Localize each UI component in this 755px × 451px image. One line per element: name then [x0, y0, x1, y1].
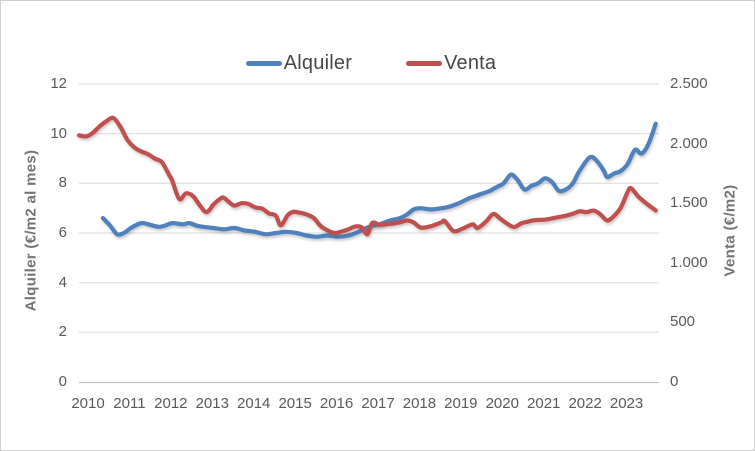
y-right-tick-label: 2.500 — [670, 75, 708, 92]
legend-label-venta: Venta — [444, 51, 497, 74]
chart-legend: Alquiler Venta — [1, 47, 741, 79]
x-tick-label: 2010 — [71, 395, 105, 412]
legend-item-venta: Venta — [406, 52, 496, 75]
y-right-tick-label: 0 — [670, 373, 679, 390]
x-tick-label: 2018 — [402, 395, 437, 412]
legend-item-alquiler: Alquiler — [245, 51, 353, 75]
y-left-tick-label: 10 — [50, 124, 67, 142]
x-tick-label: 2013 — [195, 395, 229, 412]
x-tick-label: 2021 — [527, 395, 561, 412]
x-tick-label: 2011 — [113, 395, 146, 412]
series-line-alquiler — [100, 121, 658, 239]
x-tick-label: 2016 — [319, 395, 354, 412]
y-left-tick-label: 0 — [58, 373, 67, 390]
legend-line-swatch-alquiler — [245, 60, 282, 66]
y-right-tick-label: 2.000 — [670, 134, 708, 152]
y-right-axis-title: Venta (€/m2) — [721, 184, 739, 277]
x-tick-label: 2019 — [444, 395, 478, 412]
x-tick-label: 2020 — [485, 395, 519, 412]
y-left-tick-label: 2 — [58, 323, 67, 341]
x-tick-label: 2022 — [568, 395, 602, 412]
y-right-tick-label: 1.000 — [670, 253, 708, 271]
x-tick-label: 2015 — [278, 395, 312, 412]
y-left-tick-label: 4 — [58, 273, 67, 291]
y-left-tick-label: 6 — [58, 224, 67, 241]
legend-line-swatch-venta — [406, 60, 443, 66]
y-left-tick-label: 12 — [50, 75, 67, 92]
y-right-tick-label: 500 — [670, 313, 696, 331]
y-left-tick-label: 8 — [58, 174, 67, 192]
legend-label-alquiler: Alquiler — [283, 51, 353, 74]
y-right-tick-label: 1.500 — [670, 194, 708, 212]
x-tick-label: 2014 — [237, 395, 271, 412]
x-tick-label: 2012 — [154, 395, 188, 412]
x-tick-label: 2023 — [609, 395, 644, 412]
x-tick-label: 2017 — [361, 395, 395, 412]
series-line-venta — [76, 115, 658, 237]
